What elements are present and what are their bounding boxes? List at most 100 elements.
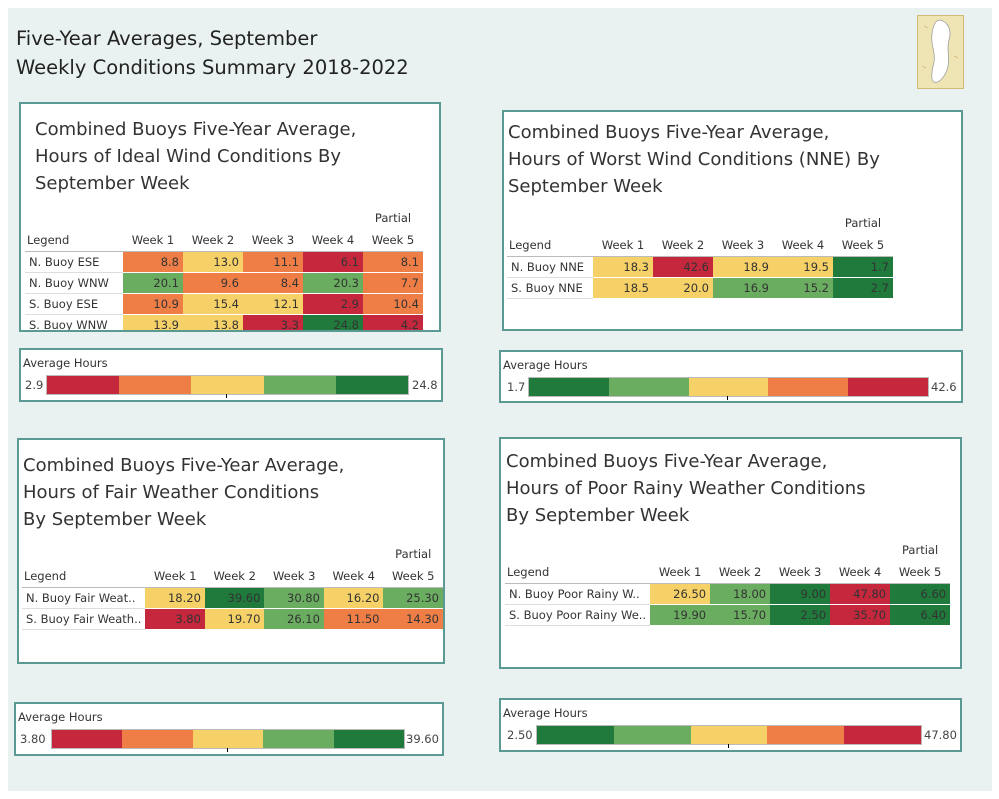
ideal-wind-scale: Average Hours 2.9 24.8 [19, 348, 443, 402]
heat-cell[interactable]: 20.3 [303, 272, 363, 294]
scale-min: 1.7 [507, 380, 526, 394]
scale-segment-lightgreen [263, 376, 336, 394]
heat-cell[interactable]: 20.1 [123, 272, 183, 294]
heat-cell[interactable]: 19.5 [773, 256, 833, 278]
heat-cell[interactable]: 9.6 [183, 272, 243, 294]
heat-cell[interactable]: 2.50 [770, 604, 831, 626]
heat-cell[interactable]: 19.90 [650, 604, 711, 626]
heat-cell[interactable]: 12.1 [243, 293, 303, 315]
heat-cell[interactable]: 15.4 [183, 293, 243, 315]
scale-max: 24.8 [412, 378, 438, 392]
heat-cell[interactable]: 6.1 [303, 251, 363, 273]
column-header-week-2: Week 2 [710, 561, 771, 584]
title-line-1: Five-Year Averages, September [16, 27, 318, 50]
scale-midpoint-tick [226, 394, 227, 398]
heat-cell[interactable]: 18.9 [713, 256, 773, 278]
heat-cell[interactable]: 16.9 [713, 277, 773, 299]
heat-cell[interactable]: 8.8 [123, 251, 183, 273]
heat-cell[interactable]: 8.1 [363, 251, 423, 273]
partial-header: Partial [902, 543, 939, 557]
heat-cell[interactable]: 2.7 [833, 277, 893, 299]
heat-cell[interactable]: 13.0 [183, 251, 243, 273]
heat-cell[interactable]: 35.70 [830, 604, 891, 626]
heat-cell[interactable]: 19.70 [204, 608, 265, 630]
heat-cell[interactable]: 13.9 [123, 314, 183, 330]
heat-cell[interactable]: 10.4 [363, 293, 423, 315]
heat-cell[interactable]: 15.70 [710, 604, 771, 626]
heat-cell[interactable]: 6.40 [890, 604, 951, 626]
dashboard-title: Five-Year Averages, September Weekly Con… [16, 24, 409, 82]
panel-title: Combined Buoys Five-Year Average, Hours … [506, 451, 866, 526]
heat-cell[interactable]: 7.7 [363, 272, 423, 294]
scale-segment-red [848, 378, 928, 396]
heatmap-table: Partial Legend Week 1 Week 2 Week 3 Week 4 Wee… [22, 543, 443, 630]
heat-cell[interactable]: 6.60 [890, 583, 951, 605]
color-scale-bar [536, 725, 922, 745]
column-header-week-5: Week 5 [363, 229, 423, 252]
row-label: S. Buoy NNE [507, 277, 593, 299]
scale-segment-orange [119, 376, 192, 394]
heat-cell[interactable]: 3.3 [243, 314, 303, 330]
scale-segment-darkgreen [537, 726, 614, 744]
row-label: N. Buoy Poor Rainy W.. [505, 583, 651, 605]
scale-segment-red [47, 376, 120, 394]
heat-cell[interactable]: 13.8 [183, 314, 243, 330]
column-header-week-2: Week 2 [653, 234, 713, 257]
heat-cell[interactable]: 3.80 [145, 608, 205, 630]
partial-header: Partial [374, 211, 412, 225]
heatmap-table: Partial Legend Week 1 Week 2 Week 3 Week 4 Wee… [507, 212, 893, 299]
scale-segment-darkgreen [333, 730, 405, 748]
heat-cell[interactable]: 26.50 [650, 583, 711, 605]
row-label: S. Buoy Poor Rainy We.. [505, 604, 651, 626]
heat-cell[interactable]: 24.8 [303, 314, 363, 330]
poor-rainy-panel: Combined Buoys Five-Year Average, Hours … [499, 437, 962, 669]
heat-cell[interactable]: 18.5 [593, 277, 653, 299]
row-label: S. Buoy Fair Weath.. [22, 608, 146, 630]
scale-segment-lightgreen [613, 726, 691, 744]
ideal-wind-panel: Combined Buoys Five-Year Average, Hours … [19, 102, 441, 332]
legend-header: Legend [22, 565, 146, 588]
scale-segment-yellow [192, 730, 264, 748]
heat-cell[interactable]: 26.10 [264, 608, 324, 630]
heat-cell[interactable]: 11.1 [243, 251, 303, 273]
heat-cell[interactable]: 15.2 [773, 277, 833, 299]
scale-segment-darkgreen [335, 376, 409, 394]
table-row: N. Buoy WNW 20.1 9.6 8.4 20.3 7.7 [25, 272, 423, 294]
heat-cell[interactable]: 4.2 [363, 314, 423, 330]
scale-segment-red [844, 726, 921, 744]
heat-cell[interactable]: 18.00 [710, 583, 771, 605]
table-row: S. Buoy WNW 13.9 13.8 3.3 24.8 4.2 [25, 314, 423, 330]
table-row: S. Buoy Poor Rainy We.. 19.90 15.70 2.50 35.… [505, 604, 951, 626]
scale-segment-yellow [688, 378, 769, 396]
heat-cell[interactable]: 20.0 [653, 277, 713, 299]
title-line-2: Weekly Conditions Summary 2018-2022 [16, 56, 409, 79]
heat-cell[interactable]: 16.20 [323, 587, 384, 609]
heat-cell[interactable]: 1.7 [833, 256, 893, 278]
worst-wind-scale: Average Hours 1.7 42.6 [499, 350, 963, 403]
heat-cell[interactable]: 42.6 [653, 256, 713, 278]
scale-min: 2.9 [25, 378, 44, 392]
heat-cell[interactable]: 18.20 [145, 587, 205, 609]
legend-header: Legend [507, 234, 593, 257]
poor-rainy-scale: Average Hours 2.50 47.80 [499, 698, 962, 752]
column-header-week-5: Week 5 [890, 561, 951, 584]
fair-weather-panel: Combined Buoys Five-Year Average, Hours … [17, 438, 445, 664]
scale-midpoint-tick [227, 748, 228, 752]
scale-segment-orange [768, 378, 849, 396]
heat-cell[interactable]: 39.60 [204, 587, 265, 609]
heat-cell[interactable]: 25.30 [383, 587, 443, 609]
heat-cell[interactable]: 10.9 [123, 293, 183, 315]
heat-cell[interactable]: 14.30 [383, 608, 443, 630]
heat-cell[interactable]: 8.4 [243, 272, 303, 294]
scale-segment-red [52, 730, 123, 748]
heat-cell[interactable]: 47.80 [830, 583, 891, 605]
heat-cell[interactable]: 30.80 [264, 587, 324, 609]
heat-cell[interactable]: 11.50 [323, 608, 384, 630]
heat-cell[interactable]: 2.9 [303, 293, 363, 315]
scale-max: 39.60 [406, 732, 439, 746]
panel-title: Combined Buoys Five-Year Average, Hours … [23, 455, 345, 530]
heat-cell[interactable]: 9.00 [770, 583, 831, 605]
column-header-week-1: Week 1 [123, 229, 183, 252]
heat-cell[interactable]: 18.3 [593, 256, 653, 278]
column-header-week-1: Week 1 [593, 234, 653, 257]
